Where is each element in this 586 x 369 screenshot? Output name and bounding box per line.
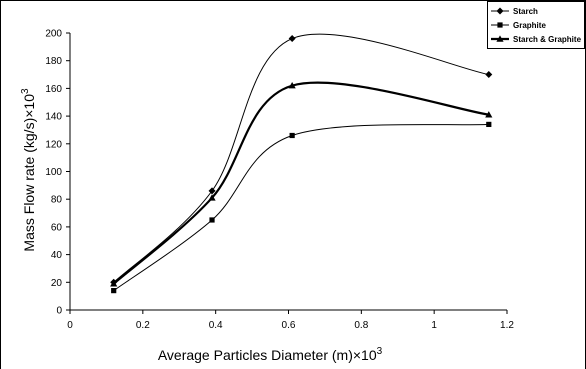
y-tick-label: 0 — [56, 306, 62, 317]
x-axis-title: Average Particles Diameter (m)×103 — [158, 346, 383, 363]
y-axis-title: Mass Flow rate (kg/s)×103 — [20, 88, 37, 252]
y-tick-label: 160 — [45, 84, 62, 95]
legend-marker — [496, 7, 504, 15]
data-point-starch — [208, 187, 216, 195]
x-tick-label: 0.4 — [209, 320, 223, 331]
legend-marker — [496, 35, 504, 42]
x-axis-title-superscript: 3 — [377, 346, 383, 357]
data-point-starch — [485, 71, 493, 79]
series-line-starch-graphite — [112, 81, 489, 285]
y-tick-label: 60 — [51, 222, 63, 233]
data-point-graphite — [209, 217, 215, 223]
data-point-graphite — [289, 132, 295, 139]
y-tick-label: 200 — [45, 29, 62, 40]
series-layer — [110, 33, 493, 294]
x-tick-label: 1.2 — [500, 320, 514, 331]
legend: Starch Graphite Starch & Graphite — [487, 1, 585, 49]
y-tick-label: 120 — [45, 139, 62, 150]
y-tick-label: 80 — [51, 195, 63, 206]
y-tick-label: 100 — [45, 167, 62, 178]
data-point-starch — [288, 35, 296, 43]
data-point-starch-graphite — [288, 82, 296, 89]
legend-label: Starch — [513, 7, 538, 16]
legend-label: Graphite — [513, 21, 546, 30]
data-point-graphite — [486, 121, 492, 128]
series-line-graphite — [113, 123, 489, 292]
x-tick-label: 0 — [67, 320, 73, 331]
x-tick-label: 1 — [431, 320, 437, 331]
y-tick-label: 20 — [51, 278, 63, 289]
data-point-graphite — [111, 288, 117, 294]
legend-marker — [497, 22, 503, 28]
legend-label: Starch & Graphite — [513, 35, 582, 44]
x-tick-label: 0.2 — [136, 320, 150, 331]
y-tick-label: 180 — [45, 56, 62, 67]
y-tick-label: 40 — [51, 250, 63, 261]
data-point-starch-graphite — [208, 194, 216, 201]
y-tick-label: 140 — [45, 112, 62, 123]
x-tick-label: 0.8 — [354, 320, 368, 331]
series-line-starch — [113, 33, 489, 283]
data-point-starch-graphite — [110, 280, 118, 287]
x-tick-label: 0.6 — [282, 320, 296, 331]
y-axis-title-superscript: 3 — [20, 88, 31, 94]
data-point-starch-graphite — [485, 111, 493, 118]
